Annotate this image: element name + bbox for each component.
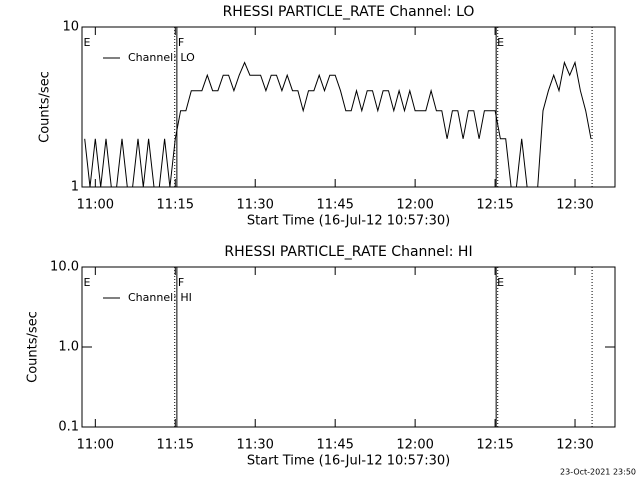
x-tick-label: 11:45 <box>316 438 353 453</box>
x-tick-label: 12:15 <box>476 438 513 453</box>
x-axis-label: Start Time (16-Jul-12 10:57:30) <box>247 214 450 229</box>
event-label: F <box>178 276 184 289</box>
x-tick-label: 11:00 <box>77 438 114 453</box>
y-tick-label: 1.0 <box>58 340 79 355</box>
x-tick-label: 12:30 <box>556 438 593 453</box>
x-tick-label: 12:15 <box>476 198 513 213</box>
y-tick-label: 0.1 <box>58 420 79 435</box>
y-axis-label: Counts/sec <box>38 71 53 143</box>
event-label: E <box>497 36 504 49</box>
x-tick-label: 11:15 <box>157 438 194 453</box>
event-label: E <box>84 36 91 49</box>
x-tick-label: 11:15 <box>157 198 194 213</box>
y-tick-label: 10 <box>62 20 79 35</box>
x-tick-label: 12:30 <box>556 198 593 213</box>
event-label: E <box>84 276 91 289</box>
plot-frame <box>81 26 616 188</box>
y-tick-label: 10.0 <box>50 260 79 275</box>
x-tick-label: 11:30 <box>236 438 273 453</box>
x-axis-label: Start Time (16-Jul-12 10:57:30) <box>247 454 450 469</box>
x-tick-label: 12:00 <box>396 438 433 453</box>
event-label: E <box>497 276 504 289</box>
chart-title: RHESSI PARTICLE_RATE Channel: LO <box>223 4 475 20</box>
event-label: F <box>178 36 184 49</box>
footer: 23-Oct-2021 23:50 <box>560 468 636 477</box>
y-axis-label: Counts/sec <box>26 311 41 383</box>
x-tick-label: 11:30 <box>236 198 273 213</box>
chart-title: RHESSI PARTICLE_RATE Channel: HI <box>224 244 472 260</box>
y-tick-label: 1 <box>71 180 79 195</box>
x-tick-label: 12:00 <box>396 198 433 213</box>
legend-label: Channel: HI <box>128 291 192 304</box>
x-tick-label: 11:00 <box>77 198 114 213</box>
x-tick-label: 11:45 <box>316 198 353 213</box>
data-line <box>84 60 592 188</box>
legend-label: Channel: LO <box>128 51 195 64</box>
